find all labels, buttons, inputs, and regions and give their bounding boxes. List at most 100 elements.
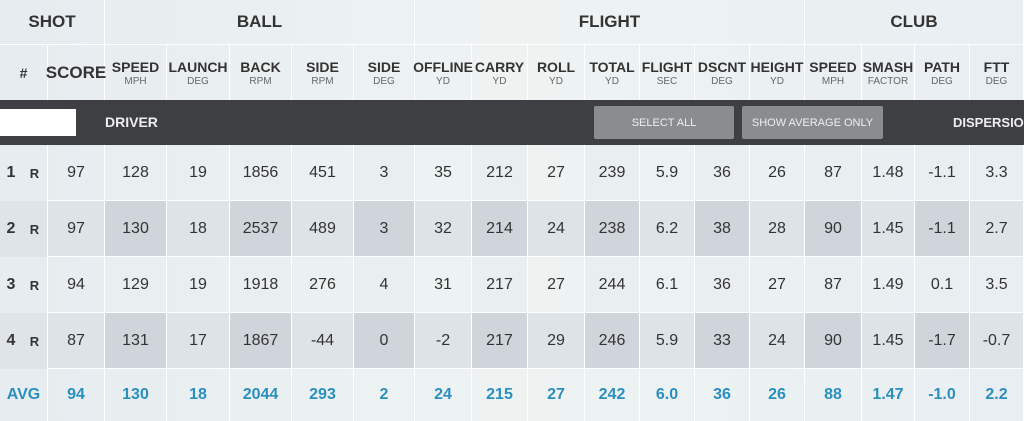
- average-cell: 94: [48, 369, 105, 421]
- column-header: FTT DEG: [970, 45, 1024, 100]
- average-cell: 6.0: [640, 369, 695, 421]
- column-name: #: [19, 64, 28, 81]
- column-name: SIDE: [306, 58, 339, 75]
- column-name: SCORE: [45, 62, 107, 82]
- select-all-button[interactable]: SELECT ALL: [594, 106, 734, 139]
- table-cell: 97: [48, 201, 105, 257]
- row-hand: R: [22, 313, 48, 369]
- group-header: CLUB: [805, 0, 1024, 45]
- column-unit: DEG: [187, 75, 209, 87]
- average-cell: 293: [292, 369, 354, 421]
- table-cell: 131: [105, 313, 167, 369]
- table-cell: 19: [167, 257, 230, 313]
- table-cell: -2: [415, 313, 472, 369]
- column-unit: YD: [436, 75, 450, 87]
- column-name: SPEED: [111, 58, 160, 75]
- average-cell: 36: [695, 369, 750, 421]
- table-cell: -1.1: [915, 201, 970, 257]
- table-cell: 1918: [230, 257, 292, 313]
- average-cell: 2044: [230, 369, 292, 421]
- average-label: AVG: [0, 369, 48, 421]
- dispersion-label[interactable]: DISPERSION: [953, 115, 1024, 130]
- column-name: SMASH: [862, 58, 914, 75]
- table-cell: 451: [292, 145, 354, 201]
- column-unit: RPM: [249, 75, 272, 87]
- column-unit: YD: [549, 75, 563, 87]
- group-header: SHOT: [0, 0, 105, 45]
- column-unit: SEC: [656, 75, 678, 87]
- column-unit: RPM: [311, 75, 334, 87]
- table-cell: 3: [354, 201, 415, 257]
- table-cell: 3: [354, 145, 415, 201]
- group-header: FLIGHT: [415, 0, 805, 45]
- table-cell: 31: [415, 257, 472, 313]
- column-unit: DEG: [711, 75, 733, 87]
- table-cell: -44: [292, 313, 354, 369]
- row-hand: R: [22, 145, 48, 201]
- table-cell: 27: [528, 145, 585, 201]
- column-header: ROLL YD: [528, 45, 585, 100]
- column-name: DSCNT: [697, 58, 747, 75]
- column-header: CARRY YD: [472, 45, 528, 100]
- column-unit: DEG: [931, 75, 953, 87]
- table-cell: 1.49: [862, 257, 915, 313]
- table-cell: 29: [528, 313, 585, 369]
- column-header: DSCNT DEG: [695, 45, 750, 100]
- table-cell: 489: [292, 201, 354, 257]
- table-cell: 130: [105, 201, 167, 257]
- average-cell: 2: [354, 369, 415, 421]
- table-cell: 217: [472, 313, 528, 369]
- column-header: SMASH FACTOR: [862, 45, 915, 100]
- table-cell: 2.7: [970, 201, 1024, 257]
- table-cell: 246: [585, 313, 640, 369]
- table-cell: 24: [528, 201, 585, 257]
- table-cell: 238: [585, 201, 640, 257]
- table-cell: -1.1: [915, 145, 970, 201]
- column-name: ROLL: [536, 58, 576, 75]
- table-cell: 5.9: [640, 145, 695, 201]
- table-cell: 1.45: [862, 201, 915, 257]
- table-cell: 36: [695, 145, 750, 201]
- table-cell: 24: [750, 313, 805, 369]
- club-bar: DRIVER SELECT ALL SHOW AVERAGE ONLY DISP…: [0, 100, 1024, 145]
- table-cell: 1856: [230, 145, 292, 201]
- show-average-button[interactable]: SHOW AVERAGE ONLY: [742, 106, 883, 139]
- average-cell: 26: [750, 369, 805, 421]
- row-hand: R: [22, 201, 48, 257]
- column-name: PATH: [923, 58, 961, 75]
- table-cell: 90: [805, 201, 862, 257]
- column-header: SCORE: [45, 45, 107, 100]
- table-cell: 4: [354, 257, 415, 313]
- table-cell: 217: [472, 257, 528, 313]
- table-cell: 87: [48, 313, 105, 369]
- table-cell: 2537: [230, 201, 292, 257]
- club-label: DRIVER: [105, 114, 158, 130]
- table-cell: 1.45: [862, 313, 915, 369]
- table-cell: 94: [48, 257, 105, 313]
- row-number: 3: [6, 276, 16, 293]
- input-box[interactable]: [0, 109, 76, 136]
- table-cell: 1.48: [862, 145, 915, 201]
- table-cell: 239: [585, 145, 640, 201]
- column-name: SIDE: [367, 58, 401, 75]
- table-cell: 6.2: [640, 201, 695, 257]
- table-cell: 90: [805, 313, 862, 369]
- column-header: LAUNCH DEG: [167, 45, 230, 100]
- column-unit: MPH: [821, 75, 845, 87]
- column-name: OFFLINE: [413, 58, 473, 75]
- table-cell: 17: [167, 313, 230, 369]
- table-cell: -0.7: [970, 313, 1024, 369]
- table-cell: 128: [105, 145, 167, 201]
- column-header: TOTAL YD: [585, 45, 640, 100]
- column-unit: YD: [770, 75, 784, 87]
- table-cell: 214: [472, 201, 528, 257]
- table-cell: 97: [48, 145, 105, 201]
- table-cell: 0: [354, 313, 415, 369]
- table-cell: 129: [105, 257, 167, 313]
- table-cell: 32: [415, 201, 472, 257]
- column-header: OFFLINE YD: [413, 45, 473, 100]
- table-cell: 38: [695, 201, 750, 257]
- column-header: SPEED MPH: [105, 45, 167, 100]
- column-header: HEIGHT YD: [750, 45, 805, 100]
- average-cell: 2.2: [970, 369, 1024, 421]
